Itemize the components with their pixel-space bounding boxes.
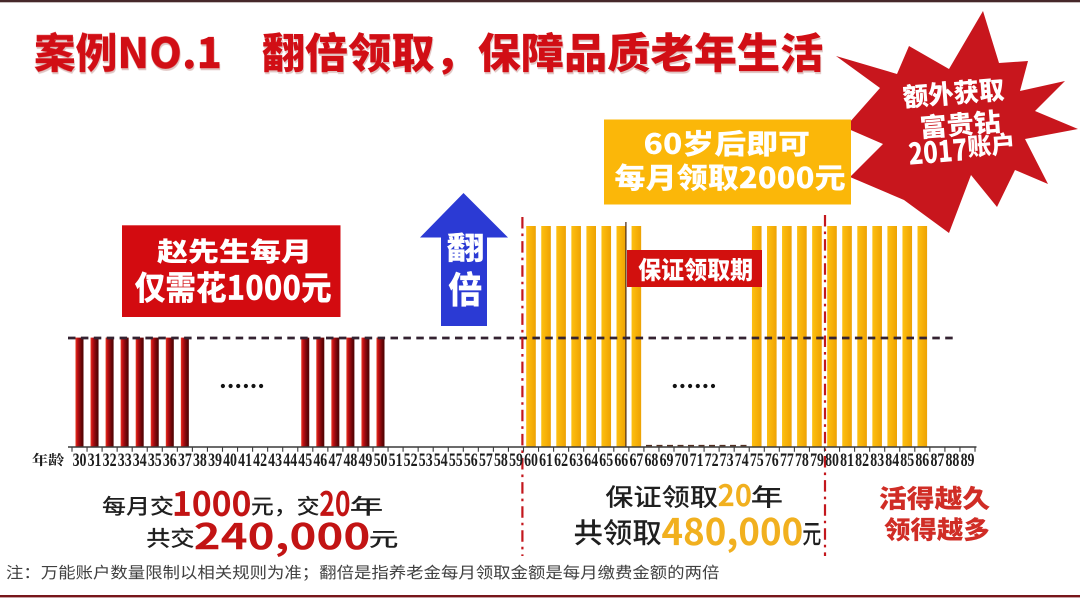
svg-text:46: 46 [313,449,327,471]
svg-text:52: 52 [404,449,418,471]
svg-text:86: 86 [915,449,929,471]
svg-text:37: 37 [178,449,192,471]
svg-text:73: 73 [720,449,734,471]
svg-text:59: 59 [509,449,523,471]
svg-text:77: 77 [780,449,794,471]
svg-text:89: 89 [961,449,975,471]
svg-text:87: 87 [930,449,944,471]
svg-text:51: 51 [389,449,403,471]
svg-text:47: 47 [328,449,342,471]
svg-text:67: 67 [629,449,643,471]
svg-text:60: 60 [524,449,538,471]
svg-text:35: 35 [148,449,162,471]
svg-text:58: 58 [494,449,508,471]
svg-text:48: 48 [343,449,357,471]
svg-text:62: 62 [554,449,568,471]
svg-text:83: 83 [870,449,884,471]
svg-text:88: 88 [945,449,959,471]
svg-text:44: 44 [283,449,297,471]
svg-text:70: 70 [675,449,689,471]
svg-text:30: 30 [73,449,87,471]
svg-text:68: 68 [644,449,658,471]
svg-text:79: 79 [810,449,824,471]
svg-text:49: 49 [358,449,372,471]
svg-text:32: 32 [103,449,117,471]
svg-text:66: 66 [614,449,628,471]
svg-text:65: 65 [599,449,613,471]
svg-text:81: 81 [840,449,854,471]
svg-text:42: 42 [253,449,267,471]
svg-text:43: 43 [268,449,282,471]
svg-text:75: 75 [750,449,764,471]
svg-text:61: 61 [539,449,553,471]
svg-text:80: 80 [825,449,839,471]
svg-text:72: 72 [705,449,719,471]
svg-text:54: 54 [434,449,448,471]
svg-text:71: 71 [690,449,704,471]
svg-text:63: 63 [569,449,583,471]
svg-text:31: 31 [88,449,102,471]
svg-text:82: 82 [855,449,869,471]
svg-text:76: 76 [765,449,779,471]
svg-text:64: 64 [584,449,598,471]
svg-text:56: 56 [464,449,478,471]
svg-text:39: 39 [208,449,222,471]
svg-text:57: 57 [479,449,493,471]
svg-text:78: 78 [795,449,809,471]
svg-text:40: 40 [223,449,237,471]
svg-text:53: 53 [419,449,433,471]
svg-text:41: 41 [238,449,252,471]
svg-text:38: 38 [193,449,207,471]
svg-text:36: 36 [163,449,177,471]
svg-text:84: 84 [885,449,899,471]
svg-text:34: 34 [133,449,147,471]
svg-text:74: 74 [735,449,749,471]
svg-text:85: 85 [900,449,914,471]
svg-text:33: 33 [118,449,132,471]
svg-text:55: 55 [449,449,463,471]
svg-text:45: 45 [298,449,312,471]
svg-text:69: 69 [660,449,674,471]
svg-text:50: 50 [374,449,388,471]
